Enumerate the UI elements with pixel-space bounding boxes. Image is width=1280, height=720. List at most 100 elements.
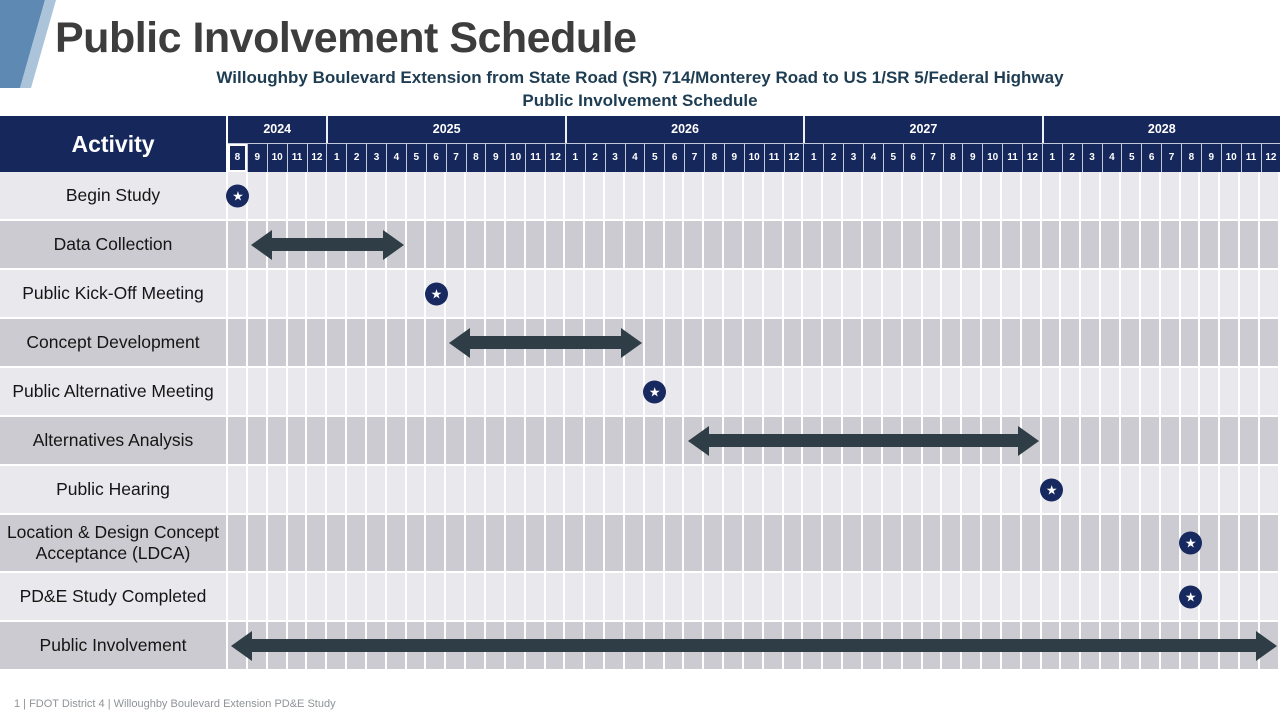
grid-cell [625,368,645,415]
grid-cell [863,466,883,513]
grid-cell [506,417,526,464]
grid-cell [466,515,486,571]
grid-cell [1022,221,1042,268]
activity-label: Data Collection [0,221,228,268]
arrowhead-left-icon [231,630,252,661]
grid-cell [1141,573,1161,620]
grid-cell [764,573,784,620]
grid-cell [684,172,705,219]
grid-cell [1101,319,1121,366]
grid-cell [1022,515,1042,571]
gantt-body: Begin Study ★ Data Collection Public Kick-O… [0,172,1280,671]
grid-cell [1141,221,1161,268]
grid-cell [1042,368,1062,415]
grid-cell [1101,172,1121,219]
grid-cell [1002,573,1022,620]
grid-cell [1121,417,1141,464]
grid-cell [1161,221,1181,268]
arrowhead-left-icon [687,425,709,456]
grid-cell [625,573,645,620]
grid-cell [486,270,506,317]
grid-cell [684,573,705,620]
grid-cell [1141,466,1161,513]
grid-cell [327,417,348,464]
grid-cell [1260,172,1280,219]
month-header-cell: 6 [425,143,446,172]
grid-cell [923,172,943,219]
grid-cell [1081,270,1102,317]
grid-cell [1200,319,1221,366]
activity-label: Begin Study [0,172,228,219]
grid-cell [288,466,308,513]
grid-cell [803,573,824,620]
grid-cell [367,573,387,620]
grid-cell [1260,515,1280,571]
grid-cell [843,515,863,571]
grid-cell [942,319,963,366]
grid-cell [803,319,824,366]
month-header-cell: 7 [445,143,466,172]
grid-cell [1042,221,1062,268]
grid-cell [546,515,566,571]
grid-cell [367,515,387,571]
grid-cell [486,172,506,219]
grid-cell [466,172,486,219]
row-cells: ★ [228,573,1280,620]
grid-cell [625,172,645,219]
grid-cell [1081,466,1102,513]
row-cells: ★ [228,515,1280,571]
grid-cell [1022,319,1042,366]
grid-cell [823,573,844,620]
month-header-cell: 6 [902,143,923,172]
grid-cell [446,417,467,464]
grid-cell [1200,515,1221,571]
grid-cell [903,466,923,513]
grid-cell [526,573,546,620]
arrowhead-right-icon [1256,630,1277,661]
arrowhead-left-icon [449,327,471,358]
gantt-row: Concept Development [0,319,1280,368]
grid-cell [387,573,407,620]
year-header-cell: 2028 [1041,116,1280,143]
arrow-shaft [252,639,1256,652]
grid-cell [248,417,268,464]
grid-cell [1161,573,1181,620]
subtitle: Willoughby Boulevard Extension from Stat… [0,66,1280,112]
grid-cell [764,515,784,571]
grid-cell [942,221,963,268]
grid-cell [903,172,923,219]
grid-cell [883,573,903,620]
grid-cell [327,270,348,317]
grid-cell [268,172,288,219]
grid-cell [1200,417,1221,464]
grid-cell [684,368,705,415]
grid-cell [1061,368,1082,415]
grid-cell [228,368,248,415]
grid-cell [1121,573,1141,620]
grid-cell [585,270,606,317]
month-header-cell: 11 [286,143,307,172]
grid-cell [426,417,447,464]
month-header-cell: 12 [545,143,565,172]
activity-label: PD&E Study Completed [0,573,228,620]
grid-cell [883,368,903,415]
grid-cell [228,515,248,571]
grid-cell [1240,368,1260,415]
grid-cell [684,221,705,268]
grid-cell [565,466,586,513]
grid-cell [307,368,328,415]
grid-cell [426,466,447,513]
grid-cell [982,466,1002,513]
month-header-cell: 12 [783,143,804,172]
grid-cell [446,368,467,415]
grid-cell [724,573,744,620]
month-header-cell: 10 [982,143,1002,172]
grid-cell [1121,368,1141,415]
task-bar-arrow [687,425,1039,456]
grid-cell [823,466,844,513]
grid-cell [863,221,883,268]
grid-cell [546,466,566,513]
month-header-cell: 4 [386,143,406,172]
grid-cell [784,368,804,415]
